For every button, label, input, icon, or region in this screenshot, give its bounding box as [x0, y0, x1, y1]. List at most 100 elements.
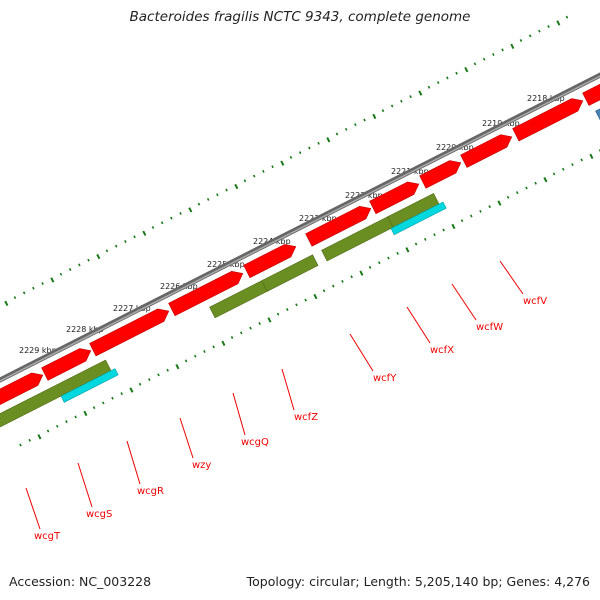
outer-tick	[133, 235, 136, 239]
leader-line	[451, 283, 477, 321]
outer-tick	[142, 230, 147, 236]
leader-line	[25, 487, 41, 530]
inner-tick	[433, 233, 436, 237]
inner-tick	[157, 373, 160, 377]
outer-tick	[160, 221, 164, 225]
inner-tick	[92, 406, 96, 410]
outer-tick	[565, 15, 569, 19]
inner-tick	[377, 261, 381, 265]
outer-tick	[124, 240, 127, 243]
outer-tick	[510, 43, 515, 49]
outer-tick	[243, 179, 247, 183]
kbp-label: 2229 kbp	[19, 346, 57, 355]
leader-line	[406, 306, 431, 344]
cds-arrow	[512, 98, 584, 142]
inner-tick	[230, 336, 234, 339]
outer-tick	[271, 165, 274, 169]
inner-tick	[193, 354, 197, 358]
inner-tick	[469, 214, 473, 218]
inner-tick	[515, 191, 519, 195]
inner-tick	[414, 242, 418, 246]
backbone-highlight	[0, 75, 600, 382]
outer-tick	[4, 300, 9, 307]
outer-tick	[78, 263, 81, 267]
outer-tick	[547, 25, 550, 28]
inner-tick	[479, 209, 482, 213]
outer-tick	[197, 202, 201, 206]
outer-tick	[96, 253, 101, 260]
inner-tick	[120, 392, 123, 396]
inner-tick	[368, 265, 372, 269]
outer-tick	[418, 90, 423, 96]
outer-tick	[344, 127, 348, 131]
leader-line	[179, 417, 194, 459]
cds-arrow	[168, 270, 244, 317]
cds-arrow	[89, 308, 170, 357]
inner-tick	[580, 158, 583, 162]
outer-tick	[32, 286, 35, 290]
outer-tick	[390, 104, 394, 108]
inner-tick	[534, 181, 537, 185]
backbone-ring	[0, 72, 600, 383]
inner-tick-ring	[19, 149, 600, 447]
gene-label: wcgR	[137, 486, 164, 497]
outer-tick	[436, 81, 440, 85]
outer-tick	[363, 118, 366, 122]
inner-tick	[451, 223, 456, 230]
inner-tick	[221, 340, 226, 346]
leader-line	[281, 368, 295, 411]
cds-arrow	[460, 134, 513, 168]
inner-tick	[46, 429, 50, 433]
inner-tick	[276, 312, 280, 316]
inner-tick	[561, 167, 565, 171]
outer-tick	[501, 48, 504, 52]
gene-label: wzy	[192, 460, 211, 471]
inner-tick	[396, 251, 399, 255]
kbp-label: 2228 kbp	[66, 325, 104, 334]
outer-tick	[170, 216, 173, 220]
inner-tick	[423, 237, 427, 241]
inner-tick	[111, 396, 114, 400]
inner-tick	[55, 424, 59, 428]
outer-tick	[252, 174, 256, 178]
inner-tick	[19, 443, 22, 447]
gene-label: wcfY	[373, 373, 397, 384]
outer-tick	[87, 258, 90, 262]
outer-tick	[372, 113, 377, 120]
cds-arrow	[419, 160, 462, 189]
inner-tick	[166, 368, 169, 372]
cds-arrow	[0, 372, 44, 406]
inner-tick	[28, 438, 31, 442]
inner-tick	[175, 363, 180, 370]
outer-tick	[22, 291, 26, 295]
inner-tick	[83, 410, 88, 417]
inner-tick	[405, 247, 410, 253]
inner-tick	[239, 331, 243, 335]
outer-tick	[492, 53, 495, 57]
outer-tick	[528, 34, 532, 38]
outer-tick	[354, 123, 357, 127]
gene-label: wcfZ	[294, 412, 318, 423]
inner-tick	[101, 401, 105, 405]
cds-track	[0, 83, 600, 406]
outer-tick	[519, 39, 523, 42]
outer-tick	[206, 197, 210, 201]
leader-line	[349, 333, 374, 372]
inner-tick	[497, 200, 502, 206]
inner-tick	[488, 205, 491, 209]
outer-tick	[308, 146, 311, 150]
leader-line	[499, 260, 524, 295]
outer-tick	[280, 160, 285, 166]
inner-tick	[387, 256, 390, 260]
inner-tick	[341, 279, 344, 283]
gene-label: wcfV	[523, 296, 547, 307]
accession-text: Accession: NC_003228	[9, 574, 152, 589]
outer-tick	[381, 109, 385, 113]
label-leader-lines	[25, 260, 524, 530]
inner-tick	[74, 415, 77, 419]
inner-tick	[138, 382, 142, 386]
outer-tick	[409, 95, 412, 99]
outer-tick	[59, 272, 63, 276]
outer-tick	[326, 137, 331, 143]
outer-tick	[216, 193, 219, 197]
